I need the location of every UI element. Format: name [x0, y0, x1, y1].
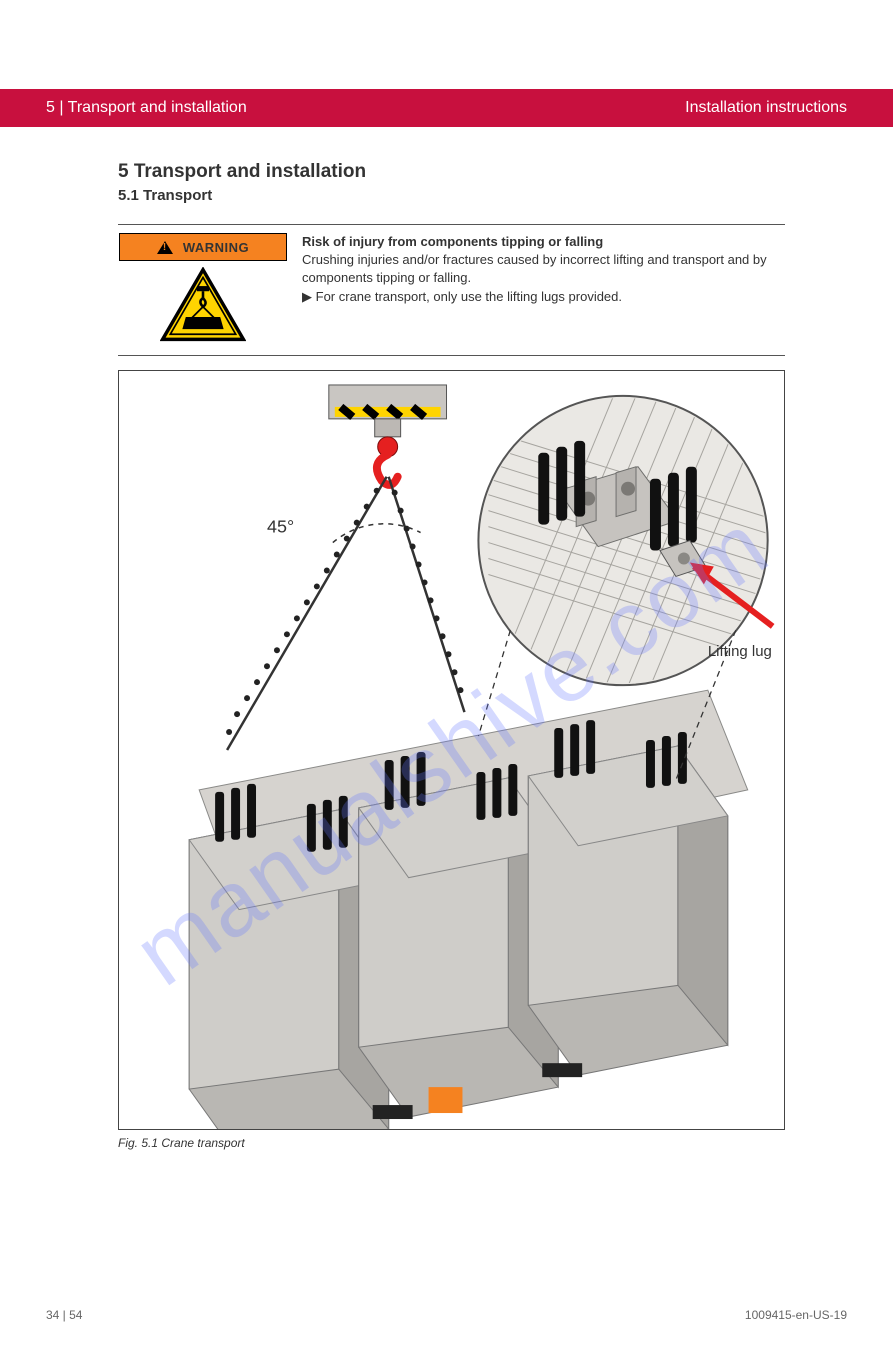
warning-badge-label: WARNING	[183, 240, 249, 255]
suspended-load-icon	[160, 267, 246, 343]
warning-instruction: For crane transport, only use the liftin…	[316, 289, 622, 304]
figure-caption: Fig. 5.1 Crane transport	[118, 1136, 785, 1150]
figure-frame: manualshive.com	[118, 370, 785, 1130]
header-band: 5 | Transport and installation Installat…	[0, 89, 893, 127]
section-subtitle: 5.1 Transport	[118, 187, 785, 204]
footer-right: 1009415-en-US-19	[745, 1308, 847, 1322]
warning-body: Crushing injuries and/or fractures cause…	[302, 252, 767, 285]
figure-illustration: 45°	[119, 371, 784, 1129]
warning-badge: WARNING	[119, 233, 287, 261]
footer-left: 34 | 54	[46, 1308, 82, 1322]
warning-text: Risk of injury from components tipping o…	[302, 233, 785, 343]
warning-block: WARNING Risk of injury fr	[118, 224, 785, 356]
angle-label: 45°	[267, 517, 294, 537]
warning-arrow-bullet: ▶	[302, 289, 312, 304]
warning-triangle-icon	[157, 241, 173, 254]
header-left: 5 | Transport and installation	[46, 99, 247, 117]
warning-icon-column: WARNING	[118, 233, 288, 343]
section-title: 5 Transport and installation	[118, 161, 785, 183]
header-right: Installation instructions	[685, 99, 847, 117]
warning-headline: Risk of injury from components tipping o…	[302, 234, 603, 249]
lifting-lug-label: Lifting lug	[708, 643, 772, 660]
